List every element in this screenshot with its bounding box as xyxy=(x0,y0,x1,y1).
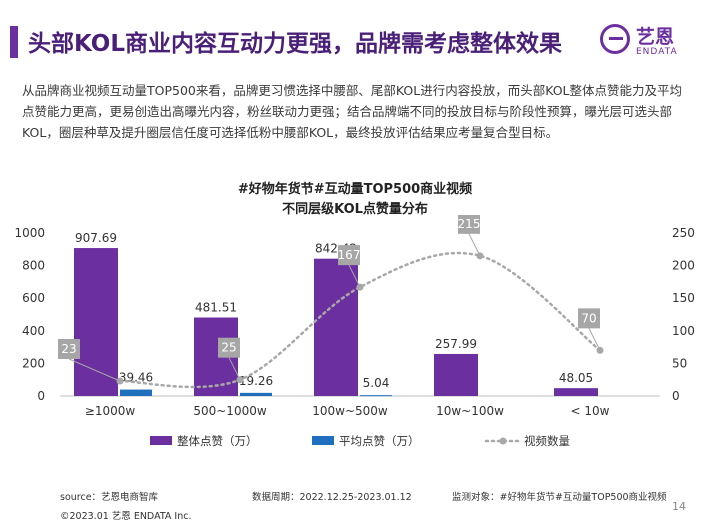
bar-average xyxy=(240,392,272,396)
page-title: 头部KOL商业内容互动力更强，品牌需考虑整体效果 xyxy=(28,31,562,57)
bar-total xyxy=(434,353,478,396)
logo-cn-text: 艺恩 xyxy=(636,26,675,48)
video-count-leader xyxy=(68,358,121,382)
bar-total-label: 481.51 xyxy=(195,301,237,315)
video-count-leader xyxy=(588,328,601,351)
y-tick-label: 400 xyxy=(22,324,45,338)
y-tick-label: 0 xyxy=(37,389,45,403)
bar-total xyxy=(554,388,598,396)
footer-target: 监测对象：#好物年货节#互动量TOP500商业视频 xyxy=(452,492,667,503)
footer-period: 数据周期：2022.12.25-2023.01.12 xyxy=(252,492,412,503)
video-count-label-box xyxy=(578,308,600,329)
y-tick-label: 1000 xyxy=(14,226,45,240)
endata-logo: 艺恩 ENDATA xyxy=(600,22,690,64)
video-count-label: 215 xyxy=(458,217,481,231)
y2-tick-label: 100 xyxy=(672,324,695,338)
video-count-leader xyxy=(348,264,361,288)
y-tick-label: 200 xyxy=(22,356,45,370)
bar-average-label: 5.04 xyxy=(363,376,390,390)
video-count-label: 167 xyxy=(338,248,361,262)
logo-en-text: ENDATA xyxy=(636,47,678,57)
bar-average-label: 19.26 xyxy=(239,374,273,388)
x-tick-label: 100w~500w xyxy=(312,404,388,418)
y2-tick-label: 150 xyxy=(672,291,695,305)
video-count-leader xyxy=(228,357,241,380)
x-tick-label: ≥1000w xyxy=(85,404,136,418)
legend-swatch-total xyxy=(150,436,172,445)
chart-title: #好物年货节#互动量TOP500商业视频 xyxy=(237,182,473,197)
video-count-label-box xyxy=(218,337,240,358)
video-count-point xyxy=(476,252,484,260)
video-count-label: 70 xyxy=(581,311,596,325)
y2-tick-label: 0 xyxy=(672,389,680,403)
bar-total-label: 48.05 xyxy=(559,371,593,385)
chart-subtitle: 不同层级KOL点赞量分布 xyxy=(282,202,428,217)
video-count-point xyxy=(236,376,244,384)
intro-paragraph: 从品牌商业视频互动量TOP500来看，品牌更习惯选择中腰部、尾部KOL进行内容投… xyxy=(22,83,683,140)
bar-average xyxy=(360,395,392,397)
y2-tick-label: 50 xyxy=(672,356,687,370)
video-count-label-box xyxy=(458,215,480,234)
video-count-label-box xyxy=(58,339,80,360)
bar-total xyxy=(314,258,358,396)
video-count-line xyxy=(118,251,602,389)
logo-mark-icon xyxy=(600,24,630,54)
x-tick-label: < 10w xyxy=(571,404,610,418)
bar-average-label: 39.46 xyxy=(119,371,153,385)
y2-tick-label: 200 xyxy=(672,259,695,273)
title-accent-bar xyxy=(10,26,18,58)
legend-label-average: 平均点赞（万） xyxy=(339,434,420,448)
video-count-label: 25 xyxy=(221,341,236,355)
bar-total-label: 257.99 xyxy=(435,337,477,351)
legend-swatch-average xyxy=(312,436,334,445)
footer-copyright: ©2023.01 艺恩 ENDATA Inc. xyxy=(60,511,192,522)
y-tick-label: 800 xyxy=(22,259,45,273)
legend-label-total: 整体点赞（万） xyxy=(177,434,258,448)
footer-source: source：艺恩电商智库 xyxy=(60,492,159,503)
video-count-leader xyxy=(468,233,481,257)
bar-total-label: 907.69 xyxy=(75,231,117,245)
x-tick-label: 500~1000w xyxy=(193,404,266,418)
page-number: 14 xyxy=(672,500,686,513)
legend-swatch-count-dot xyxy=(499,437,507,445)
y2-tick-label: 250 xyxy=(672,226,695,240)
video-count-label: 23 xyxy=(61,342,76,356)
bar-average xyxy=(120,389,152,396)
x-tick-label: 10w~100w xyxy=(436,404,504,418)
legend-label-count: 视频数量 xyxy=(524,434,570,448)
video-count-label-box xyxy=(338,245,360,266)
bar-total xyxy=(74,248,118,396)
kol-likes-chart: 0 200 400 600 800 1000 0 50 100 150 200 250 907.69 48… xyxy=(14,215,695,448)
y-tick-label: 600 xyxy=(22,291,45,305)
